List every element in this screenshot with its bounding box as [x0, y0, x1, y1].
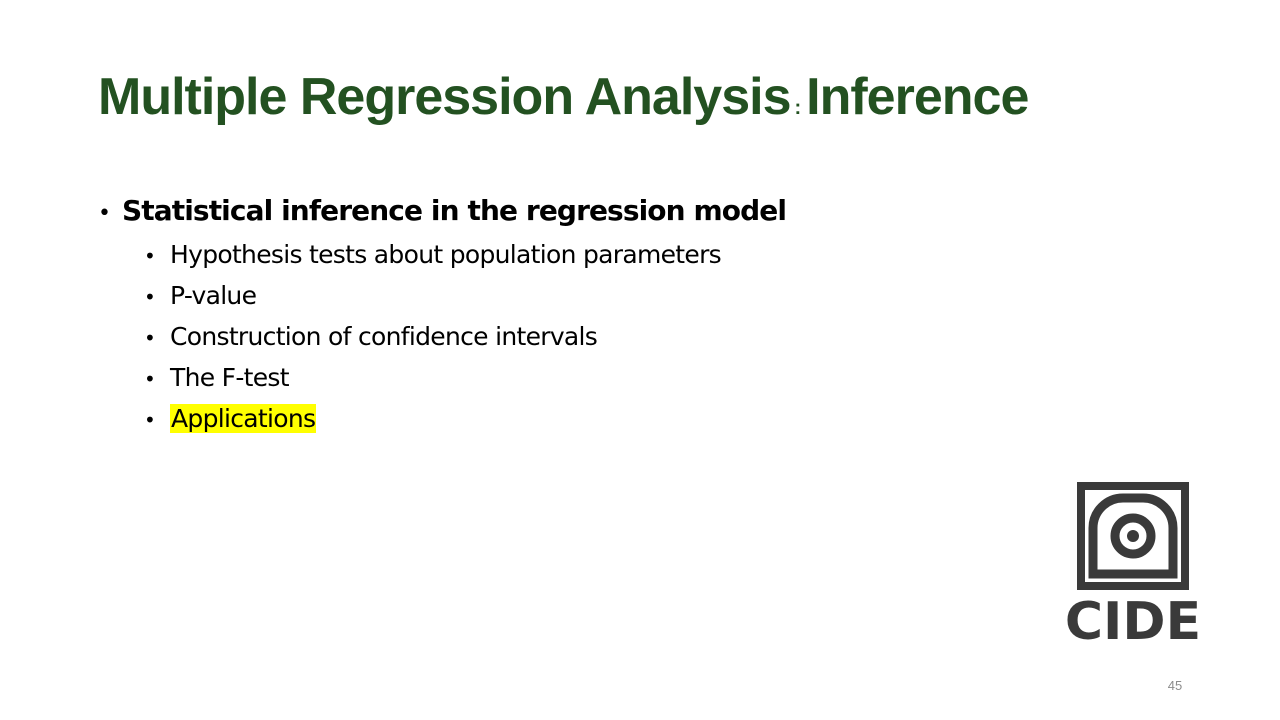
- list-item-text: P-value: [170, 281, 257, 310]
- sub-bullet-list: • Hypothesis tests about population para…: [98, 240, 786, 445]
- list-item: • The F-test: [144, 363, 786, 404]
- slide-title-sub: Inference: [806, 68, 1029, 126]
- list-item: • P-value: [144, 281, 786, 322]
- main-bullet-text: Statistical inference in the regression …: [122, 194, 787, 227]
- slide-title-main: Multiple Regression Analysis: [98, 68, 791, 126]
- list-item-text: Hypothesis tests about population parame…: [170, 240, 722, 269]
- list-item: • Applications: [144, 404, 786, 445]
- list-item: • Hypothesis tests about population para…: [144, 240, 786, 281]
- page-number: 45: [1167, 678, 1183, 693]
- bullet-dot-icon: •: [144, 285, 156, 309]
- list-item-text: Construction of confidence intervals: [170, 322, 598, 351]
- bullet-dot-icon: •: [144, 408, 156, 432]
- bullet-dot-icon: •: [144, 244, 156, 268]
- cide-logo-icon: [1077, 482, 1189, 590]
- bullet-dot-icon: •: [144, 367, 156, 391]
- list-item: • Construction of confidence intervals: [144, 322, 786, 363]
- bullet-dot-icon: •: [144, 326, 156, 350]
- slide-title-separator: :: [794, 97, 801, 119]
- cide-logo-text: CIDE: [1064, 592, 1202, 652]
- main-bullet: • Statistical inference in the regressio…: [98, 194, 787, 240]
- bullet-dot-icon: •: [98, 201, 111, 226]
- list-item-text: The F-test: [170, 363, 290, 392]
- slide-title: Multiple Regression Analysis: Inference: [98, 66, 1029, 128]
- slide-content: • Statistical inference in the regressio…: [98, 194, 787, 445]
- list-item-text-highlighted: Applications: [170, 404, 317, 433]
